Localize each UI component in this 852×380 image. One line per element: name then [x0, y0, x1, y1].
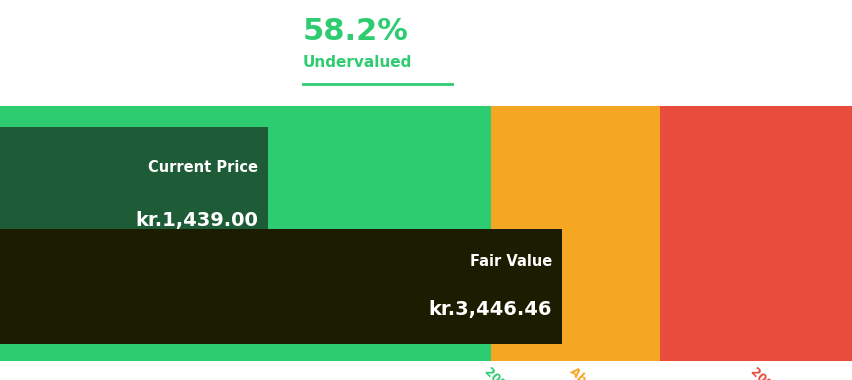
Bar: [491, 344, 659, 361]
Bar: [659, 123, 852, 344]
Bar: [0, 106, 491, 123]
Bar: [0, 229, 561, 344]
Text: 20% Overvalued: 20% Overvalued: [746, 365, 832, 380]
Bar: [0, 123, 491, 344]
Text: Current Price: Current Price: [148, 160, 257, 175]
Text: About Right: About Right: [566, 365, 630, 380]
Text: 20% Undervalued: 20% Undervalued: [481, 365, 573, 380]
Text: Undervalued: Undervalued: [302, 55, 412, 70]
Bar: [0, 344, 491, 361]
Bar: [491, 123, 659, 344]
Bar: [659, 106, 852, 123]
Text: 58.2%: 58.2%: [302, 17, 408, 46]
Text: kr.3,446.46: kr.3,446.46: [428, 301, 551, 320]
Bar: [0, 127, 268, 260]
Bar: [659, 344, 852, 361]
Text: Fair Value: Fair Value: [469, 254, 551, 269]
Bar: [491, 106, 659, 123]
Text: kr.1,439.00: kr.1,439.00: [135, 211, 257, 230]
